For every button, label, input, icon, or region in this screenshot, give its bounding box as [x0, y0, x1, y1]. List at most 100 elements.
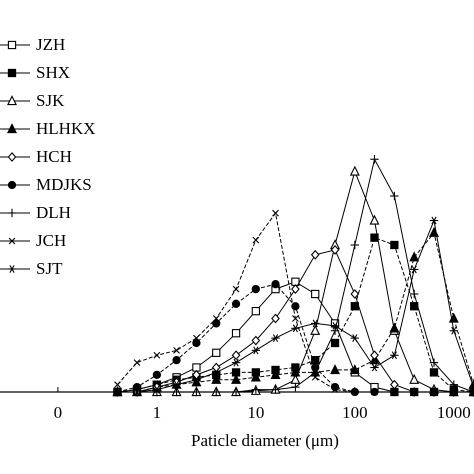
marker-shape	[371, 363, 378, 372]
marker	[7, 95, 17, 106]
marker-shape	[312, 319, 318, 328]
marker	[389, 322, 400, 333]
marker-shape	[231, 350, 241, 361]
marker-shape	[7, 68, 17, 78]
marker-shape	[231, 299, 241, 308]
marker-shape	[251, 306, 260, 316]
marker	[232, 285, 240, 293]
marker-shape	[114, 388, 121, 396]
marker-shape	[430, 388, 438, 396]
marker	[310, 249, 320, 260]
legend-label: SHX	[36, 63, 70, 82]
marker	[251, 346, 261, 355]
marker	[172, 380, 181, 389]
marker	[192, 387, 201, 397]
marker	[7, 180, 17, 190]
marker	[450, 388, 458, 396]
marker	[349, 364, 360, 375]
marker	[390, 379, 399, 390]
marker-shape	[193, 334, 200, 342]
legend-label: SJK	[36, 91, 65, 110]
marker	[191, 376, 202, 387]
marker	[252, 236, 260, 244]
marker-shape	[211, 373, 222, 384]
marker	[311, 289, 320, 299]
marker	[409, 265, 419, 274]
marker-shape	[272, 334, 279, 343]
marker-shape	[253, 346, 259, 355]
x-tick-label: 10	[247, 403, 264, 422]
marker	[311, 373, 319, 381]
marker	[409, 289, 419, 299]
marker-shape	[211, 362, 221, 373]
marker-shape	[429, 368, 439, 377]
marker-shape	[390, 240, 399, 250]
marker	[292, 315, 299, 322]
marker-shape	[352, 334, 358, 343]
marker	[330, 321, 340, 330]
marker	[152, 370, 162, 379]
marker	[390, 240, 399, 250]
marker-shape	[389, 322, 400, 333]
marker	[291, 284, 300, 295]
marker-shape	[153, 351, 161, 359]
marker	[152, 385, 162, 394]
marker-shape	[330, 338, 340, 348]
marker	[7, 123, 17, 134]
marker	[231, 299, 241, 308]
marker	[212, 368, 221, 377]
marker-shape	[231, 329, 241, 338]
marker	[350, 302, 359, 311]
marker-shape	[192, 338, 201, 348]
marker-shape	[370, 350, 379, 361]
marker-shape	[272, 209, 279, 217]
x-tick-label: 1000	[437, 403, 471, 422]
marker-shape	[351, 388, 359, 396]
marker	[271, 334, 280, 343]
marker-shape	[213, 368, 219, 377]
marker-shape	[410, 388, 418, 396]
marker-shape	[114, 381, 121, 389]
legend-label: HLHKX	[36, 119, 96, 138]
marker	[311, 368, 320, 377]
marker-shape	[350, 302, 359, 311]
marker-shape	[450, 388, 458, 396]
marker	[331, 386, 339, 393]
marker	[251, 306, 260, 316]
marker	[370, 363, 379, 372]
marker-shape	[451, 326, 457, 335]
marker	[251, 385, 261, 394]
legend-label: JZH	[36, 35, 65, 54]
marker	[409, 251, 420, 262]
legend-label: HCH	[36, 147, 72, 166]
marker-shape	[173, 380, 180, 389]
marker	[311, 355, 320, 365]
marker	[272, 209, 279, 217]
marker-shape	[7, 40, 17, 50]
marker-shape	[409, 373, 420, 384]
x-axis-label: Paticle diameter (μm)	[191, 431, 339, 450]
marker	[429, 358, 439, 367]
marker	[7, 68, 17, 78]
marker	[8, 237, 16, 245]
marker-shape	[332, 321, 338, 330]
marker	[369, 214, 380, 225]
marker	[370, 350, 379, 361]
marker	[290, 366, 301, 377]
marker	[113, 388, 122, 396]
marker	[231, 373, 242, 384]
marker-shape	[349, 364, 360, 375]
marker	[7, 40, 17, 50]
marker	[7, 208, 17, 218]
marker-shape	[371, 388, 378, 396]
legend-label: SJT	[36, 259, 63, 278]
marker	[114, 381, 121, 389]
marker-shape	[191, 376, 202, 387]
marker	[250, 371, 261, 382]
marker	[251, 284, 260, 294]
marker	[390, 351, 399, 360]
marker-shape	[391, 388, 398, 396]
marker	[370, 155, 379, 164]
marker-shape	[310, 324, 321, 335]
